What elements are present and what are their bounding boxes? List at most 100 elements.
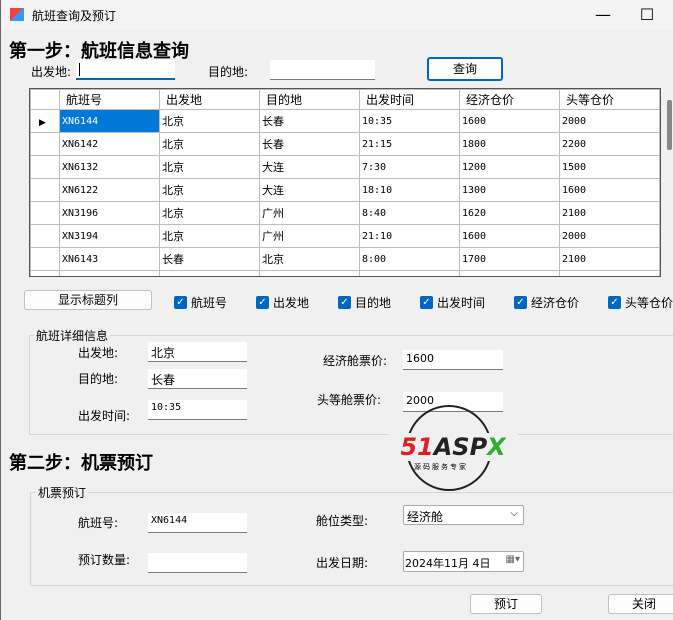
table-cell[interactable]: XN3194 (59, 224, 160, 248)
table-cell[interactable]: 广州 (259, 201, 360, 225)
table-cell[interactable]: 2100 (559, 247, 660, 271)
table-cell[interactable]: 1800 (459, 132, 560, 156)
checkbox-checked-icon[interactable]: ✓ (256, 296, 269, 309)
flight-no-input[interactable]: XN6144 (148, 513, 247, 533)
column-checkbox[interactable]: ✓ 经济仓价 (514, 294, 579, 311)
table-row[interactable]: XN6122 北京 大连 18:10 1300 1600 (30, 178, 660, 202)
table-cell[interactable]: 1600 (559, 178, 660, 202)
table-cell[interactable]: 长春 (159, 270, 260, 276)
row-header[interactable]: ▶ (30, 109, 60, 133)
table-cell[interactable]: 8:40 (359, 201, 460, 225)
table-cell[interactable]: 2100 (559, 201, 660, 225)
show-columns-button[interactable]: 显示标题列 (24, 290, 152, 310)
table-cell[interactable]: 1600 (459, 224, 560, 248)
table-cell[interactable] (359, 270, 460, 276)
date-picker[interactable]: 2024年11月 4日 ▦▾ (403, 551, 524, 572)
eco-price-input[interactable]: 1600 (403, 350, 503, 370)
table-cell[interactable] (459, 270, 560, 276)
table-cell[interactable]: 2000 (559, 224, 660, 248)
table-cell[interactable]: 大连 (259, 178, 360, 202)
table-cell[interactable]: XN6132 (59, 155, 160, 179)
table-cell[interactable]: 北京 (159, 201, 260, 225)
table-row[interactable]: XN6143 长春 北京 8:00 1700 2100 (30, 247, 660, 271)
grid-scrollbar[interactable] (667, 100, 672, 150)
table-cell[interactable]: 北京 (259, 270, 360, 276)
book-button[interactable]: 预订 (470, 594, 542, 614)
table-cell[interactable] (559, 270, 660, 276)
detail-from-input[interactable]: 北京 (148, 342, 247, 362)
table-cell[interactable]: 1600 (459, 109, 560, 133)
column-checkbox[interactable]: ✓ 出发时间 (420, 294, 485, 311)
table-cell[interactable]: 2200 (559, 132, 660, 156)
table-cell[interactable]: 长春 (159, 247, 260, 271)
detail-to-input[interactable]: 长春 (148, 369, 247, 389)
row-header[interactable] (30, 247, 60, 271)
column-header[interactable]: 经济仓价 (459, 89, 560, 110)
search-button[interactable]: 查询 (427, 57, 503, 81)
table-cell[interactable]: XN6144 (59, 109, 160, 133)
table-cell[interactable]: 10:35 (359, 109, 460, 133)
column-header[interactable]: 头等仓价 (559, 89, 660, 110)
column-header[interactable]: 出发地 (159, 89, 260, 110)
table-row[interactable]: XN6142 北京 长春 21:15 1800 2200 (30, 132, 660, 156)
table-cell[interactable]: XN6142 (59, 132, 160, 156)
quantity-input[interactable] (148, 553, 247, 573)
table-cell[interactable]: 21:10 (359, 224, 460, 248)
table-cell[interactable]: 18:10 (359, 178, 460, 202)
column-header[interactable]: 目的地 (259, 89, 360, 110)
table-cell[interactable]: 长春 (259, 109, 360, 133)
column-header[interactable]: 航班号 (59, 89, 160, 110)
checkbox-checked-icon[interactable]: ✓ (420, 296, 433, 309)
table-cell[interactable]: 广州 (259, 224, 360, 248)
table-row[interactable]: ▶ XN6144 北京 长春 10:35 1600 2000 (30, 109, 660, 133)
row-header[interactable] (30, 132, 60, 156)
table-cell[interactable]: XN6122 (59, 178, 160, 202)
class-select[interactable]: 经济舱 ⌵ (403, 505, 524, 525)
row-header[interactable] (30, 224, 60, 248)
table-row[interactable]: XN3196 北京 广州 8:40 1620 2100 (30, 201, 660, 225)
row-header[interactable] (30, 178, 60, 202)
minimize-icon[interactable]: — (595, 5, 611, 24)
checkbox-checked-icon[interactable]: ✓ (174, 296, 187, 309)
table-cell[interactable] (59, 270, 160, 276)
table-row[interactable]: XN3194 北京 广州 21:10 1600 2000 (30, 224, 660, 248)
table-cell[interactable]: 21:15 (359, 132, 460, 156)
detail-time-input[interactable]: 10:35 (148, 400, 247, 420)
checkbox-checked-icon[interactable]: ✓ (338, 296, 351, 309)
column-checkbox[interactable]: ✓ 目的地 (338, 294, 391, 311)
row-header[interactable] (30, 270, 60, 276)
table-cell[interactable]: 北京 (159, 178, 260, 202)
maximize-icon[interactable]: ☐ (639, 5, 655, 24)
table-cell[interactable]: 8:00 (359, 247, 460, 271)
calendar-icon[interactable]: ▦▾ (505, 554, 520, 565)
flight-grid[interactable]: 航班号 出发地 目的地 出发时间 经济仓价 头等仓价 ▶ XN6144 北京 长春 10… (29, 88, 661, 277)
table-cell[interactable]: 北京 (159, 224, 260, 248)
table-cell[interactable]: 北京 (159, 132, 260, 156)
from-input[interactable] (76, 60, 175, 80)
table-cell[interactable]: 大连 (259, 155, 360, 179)
table-cell[interactable]: XN3196 (59, 201, 160, 225)
table-cell[interactable]: 1300 (459, 178, 560, 202)
table-cell[interactable]: 7:30 (359, 155, 460, 179)
table-cell[interactable]: 北京 (159, 109, 260, 133)
table-row[interactable]: XN6132 北京 大连 7:30 1200 1500 (30, 155, 660, 179)
to-input[interactable] (270, 60, 375, 80)
checkbox-checked-icon[interactable]: ✓ (514, 296, 527, 309)
table-cell[interactable]: 北京 (259, 247, 360, 271)
column-checkbox[interactable]: ✓ 头等仓价 (608, 294, 673, 311)
table-cell[interactable]: 北京 (159, 155, 260, 179)
table-cell[interactable]: 1700 (459, 247, 560, 271)
table-cell[interactable]: 2000 (559, 109, 660, 133)
column-header[interactable]: 出发时间 (359, 89, 460, 110)
column-checkbox[interactable]: ✓ 航班号 (174, 294, 227, 311)
table-cell[interactable]: XN6143 (59, 247, 160, 271)
table-cell[interactable]: 1500 (559, 155, 660, 179)
row-header[interactable] (30, 155, 60, 179)
row-header[interactable] (30, 201, 60, 225)
close-button[interactable]: 关闭 (608, 594, 673, 614)
checkbox-checked-icon[interactable]: ✓ (608, 296, 621, 309)
table-cell[interactable]: 1200 (459, 155, 560, 179)
table-cell[interactable]: 1620 (459, 201, 560, 225)
column-checkbox[interactable]: ✓ 出发地 (256, 294, 309, 311)
